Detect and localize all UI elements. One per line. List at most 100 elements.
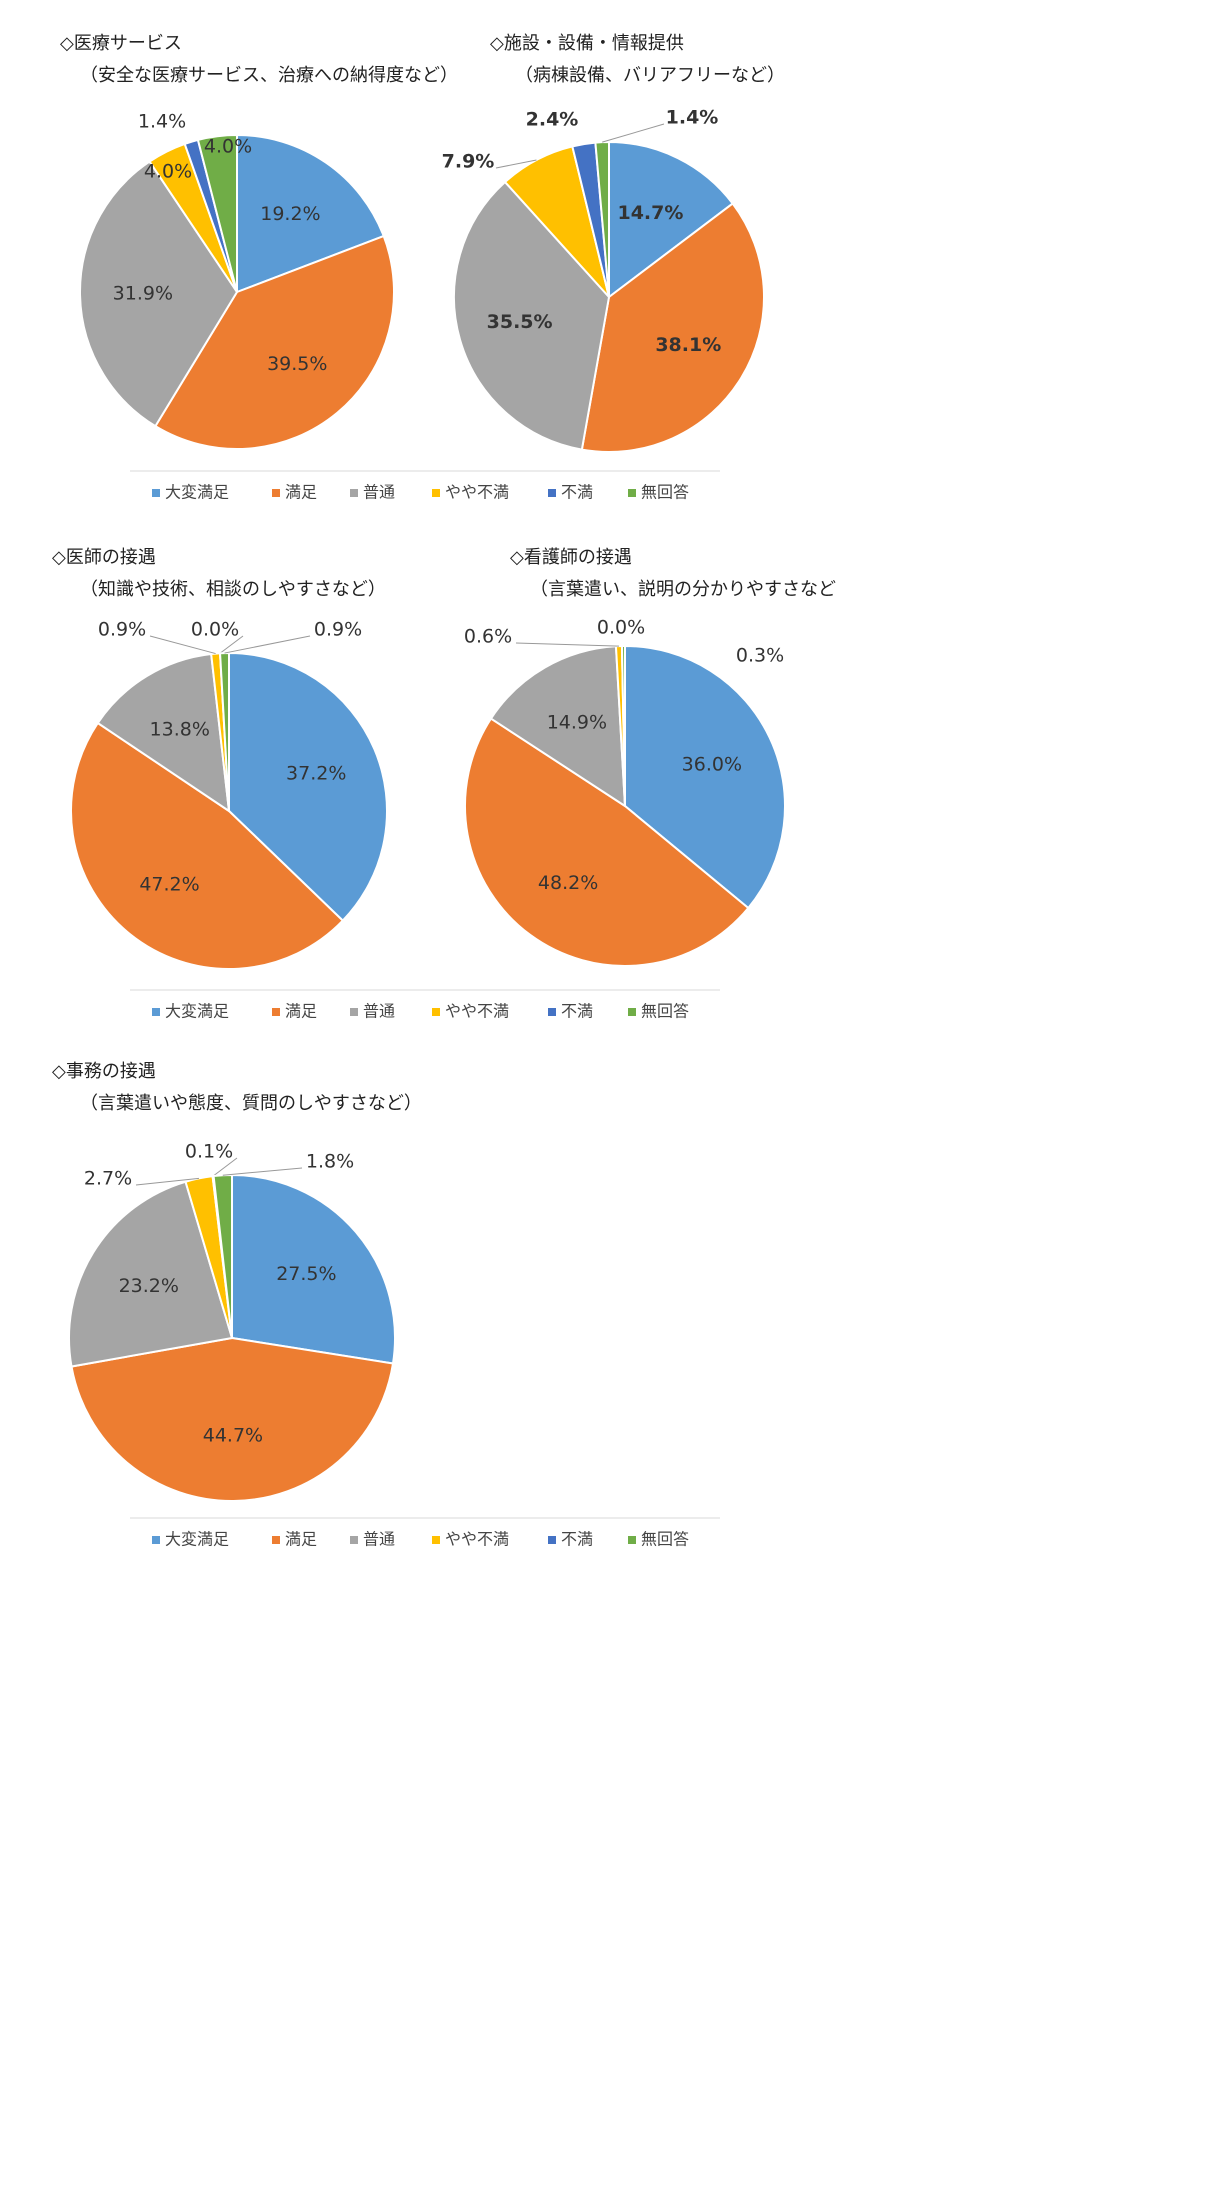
legend-label: 満足: [285, 483, 317, 502]
legend-swatch: [628, 1008, 636, 1016]
value-label: 2.7%: [84, 1168, 132, 1190]
legend-swatch: [272, 1536, 280, 1544]
pie-slice: [620, 644, 626, 807]
value-label: 7.9%: [442, 151, 495, 173]
value-label: 23.2%: [119, 1275, 179, 1297]
legend-swatch: [350, 1008, 358, 1016]
value-label: 4.0%: [204, 136, 252, 158]
pie-slice: [489, 645, 627, 808]
pie-slice: [212, 1173, 233, 1339]
value-label: 0.0%: [597, 617, 645, 639]
chart-subtitle: （安全な医療サービス、治療への納得度など）: [80, 65, 458, 86]
leader-line: [219, 635, 244, 654]
pie-slice: [228, 651, 388, 923]
leader-line: [222, 1167, 303, 1176]
chart-title: ◇事務の接遇: [52, 1061, 156, 1082]
value-label: 4.0%: [144, 161, 192, 183]
value-label: 37.2%: [286, 762, 346, 784]
value-label: 13.8%: [150, 719, 210, 741]
value-label: 39.5%: [267, 353, 327, 375]
pie-slice: [231, 1173, 396, 1365]
pie-slice: [453, 180, 611, 451]
pie-slice: [624, 644, 786, 910]
value-label: 44.7%: [203, 1424, 263, 1446]
legend-swatch: [272, 489, 280, 497]
legend-swatch: [152, 489, 160, 497]
legend-label: 普通: [363, 483, 395, 502]
pie-slice: [608, 140, 735, 300]
legend-swatch: [432, 1008, 440, 1016]
chart-title: ◇施設・設備・情報提供: [490, 33, 684, 54]
chart-title: ◇看護師の接遇: [510, 547, 632, 568]
legend-label: やや不満: [445, 1002, 509, 1021]
legend-label: 満足: [285, 1002, 317, 1021]
value-label: 47.2%: [139, 873, 199, 895]
chart-subtitle: （知識や技術、相談のしやすさなど）: [80, 579, 386, 600]
value-label: 19.2%: [260, 203, 320, 225]
leader-line: [602, 123, 665, 143]
legend-label: 無回答: [641, 483, 689, 502]
legend-label: 普通: [363, 1530, 395, 1549]
leader-line: [515, 642, 619, 647]
pie-slice: [196, 133, 238, 293]
legend-swatch: [548, 1536, 556, 1544]
pie-slice: [68, 1180, 234, 1368]
legend-swatch: [152, 1536, 160, 1544]
legend-label: 無回答: [641, 1002, 689, 1021]
legend-swatch: [628, 489, 636, 497]
pie-slice: [96, 652, 231, 814]
pie-slice: [236, 133, 385, 294]
legend-swatch: [432, 489, 440, 497]
pie-slice: [79, 160, 239, 428]
legend-swatch: [628, 1536, 636, 1544]
chart-subtitle: （言葉遣い、説明の分かりやすさなど: [530, 579, 836, 600]
value-label: 0.9%: [98, 619, 146, 641]
legend-swatch: [548, 1008, 556, 1016]
legend-swatch: [350, 489, 358, 497]
value-label: 36.0%: [682, 754, 742, 776]
chart-subtitle: （言葉遣いや態度、質問のしやすさなど）: [80, 1093, 422, 1114]
chart-title: ◇医療サービス: [60, 33, 182, 54]
value-label: 2.4%: [526, 109, 579, 131]
value-label: 0.9%: [314, 619, 362, 641]
legend-label: 普通: [363, 1002, 395, 1021]
value-label: 48.2%: [538, 872, 598, 894]
value-label: 38.1%: [655, 334, 721, 356]
legend-swatch: [548, 489, 556, 497]
value-label: 14.7%: [617, 202, 683, 224]
legend-label: やや不満: [445, 483, 509, 502]
legend-label: 不満: [561, 483, 593, 502]
value-label: 0.1%: [185, 1141, 233, 1163]
legend-label: 大変満足: [165, 1002, 229, 1021]
legend-label: 不満: [561, 1530, 593, 1549]
pie-slice: [219, 651, 230, 812]
legend-label: 不満: [561, 1002, 593, 1021]
pie-slice: [580, 202, 765, 453]
pie-slice: [154, 234, 395, 450]
value-label: 1.4%: [666, 107, 719, 129]
leader-line: [224, 635, 311, 654]
legend-swatch: [272, 1008, 280, 1016]
pie-slice: [464, 717, 750, 967]
chart-subtitle: （病棟設備、バリアフリーなど）: [515, 65, 785, 86]
value-label: 1.4%: [138, 111, 186, 133]
chart-title: ◇医師の接遇: [52, 547, 156, 568]
value-label: 0.3%: [736, 645, 784, 667]
legend-label: 無回答: [641, 1530, 689, 1549]
value-label: 35.5%: [487, 311, 553, 333]
leader-line: [135, 1177, 199, 1186]
value-label: 0.0%: [191, 619, 239, 641]
value-label: 0.6%: [464, 626, 512, 648]
legend-swatch: [152, 1008, 160, 1016]
pie-slice: [70, 721, 345, 970]
value-label: 27.5%: [276, 1263, 336, 1285]
leader-line: [495, 159, 537, 169]
value-label: 14.9%: [547, 711, 607, 733]
value-label: 31.9%: [113, 283, 173, 305]
legend-label: 満足: [285, 1530, 317, 1549]
legend-swatch: [432, 1536, 440, 1544]
leader-line: [149, 635, 216, 655]
leader-line: [212, 1157, 238, 1177]
pie-slice: [70, 1336, 395, 1502]
